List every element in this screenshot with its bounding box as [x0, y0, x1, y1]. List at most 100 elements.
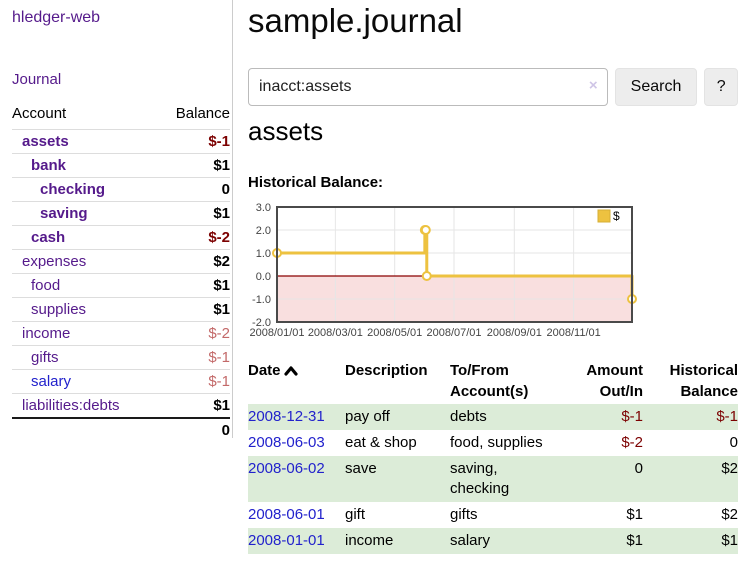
account-name-cell: supplies — [12, 297, 157, 322]
clear-search-icon[interactable]: × — [588, 77, 598, 94]
register-header-date-label: Date — [248, 362, 281, 379]
account-balance-cell: $2 — [156, 249, 230, 274]
svg-text:2008/05/01: 2008/05/01 — [367, 327, 422, 339]
account-balance: $1 — [213, 397, 230, 414]
register-date-link[interactable]: 2008-06-03 — [248, 434, 325, 451]
account-row: checking 0 — [12, 177, 230, 202]
account-row: cash $-2 — [12, 225, 230, 250]
account-link[interactable]: food — [31, 277, 61, 294]
register-row: 2008-06-01 gift gifts $1 $2 — [248, 502, 738, 528]
register-date-link[interactable]: 2008-06-01 — [248, 506, 325, 523]
account-link[interactable]: gifts — [31, 349, 59, 366]
register-balance-cell: $2 — [721, 506, 738, 523]
register-description-cell: save — [345, 460, 377, 477]
register-table: Date Description To/From Account(s) Amou… — [248, 358, 738, 554]
account-row: supplies $1 — [12, 297, 230, 322]
account-name-cell: income — [12, 321, 157, 346]
account-balance: $-2 — [208, 325, 230, 342]
account-link[interactable]: bank — [31, 157, 67, 174]
account-name-cell: expenses — [12, 249, 157, 274]
register-header-balance: Historical Balance — [643, 358, 738, 404]
account-balance: $2 — [213, 253, 230, 270]
register-header-account-line1: To/From — [450, 362, 509, 379]
register-date-link[interactable]: 2008-06-02 — [248, 460, 325, 477]
register-header-description: Description — [345, 362, 428, 379]
account-row: saving $1 — [12, 201, 230, 226]
account-balance-cell: $1 — [156, 273, 230, 298]
register-row: 2008-06-02 save saving, checking 0 $2 — [248, 456, 738, 502]
accounts-table-body: assets $-1 bank $1 checking 0 saving $1 cash $-2 e… — [12, 129, 230, 418]
svg-text:3.0: 3.0 — [256, 202, 271, 214]
account-name-cell: cash — [12, 225, 157, 250]
account-link[interactable]: liabilities:debts — [22, 397, 120, 414]
register-date-link[interactable]: 2008-01-01 — [248, 532, 325, 549]
register-accounts-cell: food, supplies — [450, 434, 543, 451]
account-row: assets $-1 — [12, 129, 230, 154]
svg-text:2008/07/01: 2008/07/01 — [426, 327, 481, 339]
register-date-cell: 2008-12-31 — [248, 404, 345, 430]
accounts-total-row: 0 — [12, 417, 230, 442]
sidebar-item-journal[interactable]: Journal — [12, 71, 62, 88]
account-row: food $1 — [12, 273, 230, 298]
account-link[interactable]: saving — [40, 205, 88, 222]
account-balance-cell: 0 — [156, 177, 230, 202]
account-balance: $-1 — [208, 133, 230, 150]
svg-text:2008/03/01: 2008/03/01 — [308, 327, 363, 339]
register-balance-cell: $-1 — [716, 408, 738, 425]
help-button[interactable]: ? — [704, 68, 738, 106]
account-balance: $1 — [213, 301, 230, 318]
register-amount-cell: 0 — [634, 460, 643, 477]
account-balance-cell: $-2 — [156, 321, 230, 346]
account-link[interactable]: income — [22, 325, 71, 342]
search-input[interactable] — [248, 68, 608, 106]
account-balance-cell: $-1 — [156, 345, 230, 370]
account-row: income $-2 — [12, 321, 230, 346]
register-amount-cell: $-1 — [621, 408, 643, 425]
svg-text:2008/11/01: 2008/11/01 — [547, 327, 601, 339]
svg-text:2008/09/01: 2008/09/01 — [487, 327, 542, 339]
account-link[interactable]: supplies — [31, 301, 87, 318]
search-button[interactable]: Search — [614, 68, 698, 106]
register-balance-cell: 0 — [729, 434, 738, 451]
register-header-balance-line2: Balance — [680, 383, 738, 400]
register-accounts-cell: gifts — [450, 506, 478, 523]
account-row: bank $1 — [12, 153, 230, 178]
account-link[interactable]: checking — [40, 181, 106, 198]
svg-text:$: $ — [613, 209, 620, 223]
chart-title: Historical Balance: — [248, 174, 384, 191]
accounts-table: Account Balance assets $-1 bank $1 checking 0… — [12, 103, 230, 442]
accounts-header-row: Account Balance — [12, 103, 230, 130]
app-title-link[interactable]: hledger-web — [12, 9, 101, 26]
svg-text:1.0: 1.0 — [256, 248, 271, 260]
register-header-date[interactable]: Date — [248, 358, 345, 404]
account-row: liabilities:debts $1 — [12, 393, 230, 418]
register-amount-cell: $1 — [626, 506, 643, 523]
svg-text:2.0: 2.0 — [256, 225, 271, 237]
register-accounts-cell: salary — [450, 532, 491, 549]
account-link[interactable]: cash — [31, 229, 66, 246]
register-amount-cell: $-2 — [621, 434, 643, 451]
register-header-amount-line1: Amount — [586, 362, 643, 379]
account-balance: $1 — [213, 157, 230, 174]
account-link[interactable]: salary — [31, 373, 72, 390]
register-header-account: To/From Account(s) — [450, 358, 562, 404]
account-balance-cell: $-2 — [156, 225, 230, 250]
svg-text:2008/01/01: 2008/01/01 — [249, 327, 304, 339]
register-description-cell: pay off — [345, 408, 390, 425]
register-date-cell: 2008-06-02 — [248, 456, 345, 502]
account-balance: $-2 — [208, 229, 230, 246]
register-header-balance-line1: Historical — [669, 362, 738, 379]
account-balance-cell: $1 — [156, 201, 230, 226]
search-input-wrap: × — [248, 68, 608, 106]
register-balance-cell: $2 — [721, 460, 738, 477]
account-name-cell: saving — [12, 201, 157, 226]
page-title: sample.journal — [248, 2, 463, 39]
account-row: salary $-1 — [12, 369, 230, 394]
account-balance: $-1 — [208, 349, 230, 366]
main-content: sample.journal × Search ? assets Histori… — [248, 0, 738, 582]
account-name-cell: gifts — [12, 345, 157, 370]
register-row: 2008-12-31 pay off debts $-1 $-1 — [248, 404, 738, 430]
account-link[interactable]: assets — [22, 133, 69, 150]
register-date-link[interactable]: 2008-12-31 — [248, 408, 325, 425]
account-link[interactable]: expenses — [22, 253, 87, 270]
